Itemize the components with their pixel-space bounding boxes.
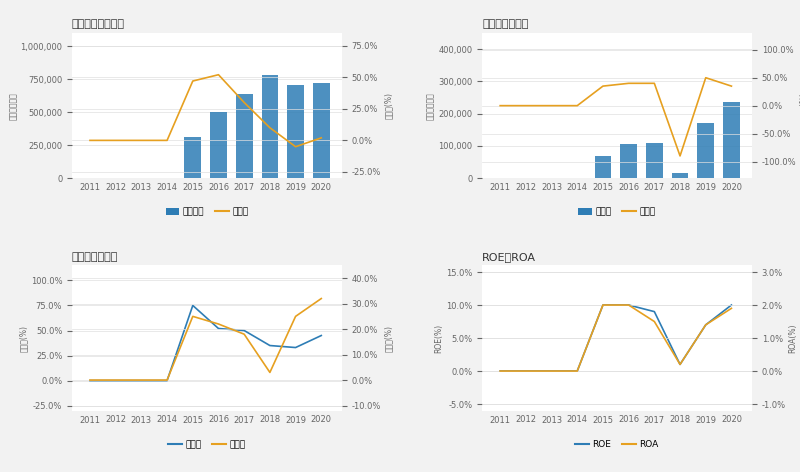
Text: 净利润及增长率: 净利润及增长率 [482,19,529,29]
Y-axis label: 数额（万元）: 数额（万元） [426,92,435,119]
Legend: 净利润, 增长率: 净利润, 增长率 [574,204,659,220]
Y-axis label: 数额（万元）: 数额（万元） [9,92,18,119]
Bar [698,123,714,178]
Bar [262,76,278,178]
Y-axis label: 毛利率(%): 毛利率(%) [19,325,28,352]
Y-axis label: ROA(%): ROA(%) [789,323,798,353]
Y-axis label: 增长率(%): 增长率(%) [384,92,393,119]
Bar [287,84,304,178]
Bar [210,112,227,178]
Text: ROE与ROA: ROE与ROA [482,252,536,262]
Text: 毛利率与净利率: 毛利率与净利率 [72,252,118,262]
Legend: 营业收入, 增长率: 营业收入, 增长率 [162,204,252,220]
Bar [723,102,740,178]
Y-axis label: 净利率(%): 净利率(%) [384,325,393,352]
Y-axis label: ROE(%): ROE(%) [434,323,443,353]
Y-axis label: 增长率(%): 增长率(%) [799,92,800,119]
Bar [620,144,637,178]
Legend: 毛利率, 净利率: 毛利率, 净利率 [165,437,250,453]
Legend: ROE, ROA: ROE, ROA [572,437,662,453]
Text: 收入规模及增长率: 收入规模及增长率 [72,19,125,29]
Bar [672,173,688,178]
Bar [236,94,253,178]
Bar [646,143,662,178]
Bar [594,156,611,178]
Bar [313,83,330,178]
Bar [185,137,201,178]
